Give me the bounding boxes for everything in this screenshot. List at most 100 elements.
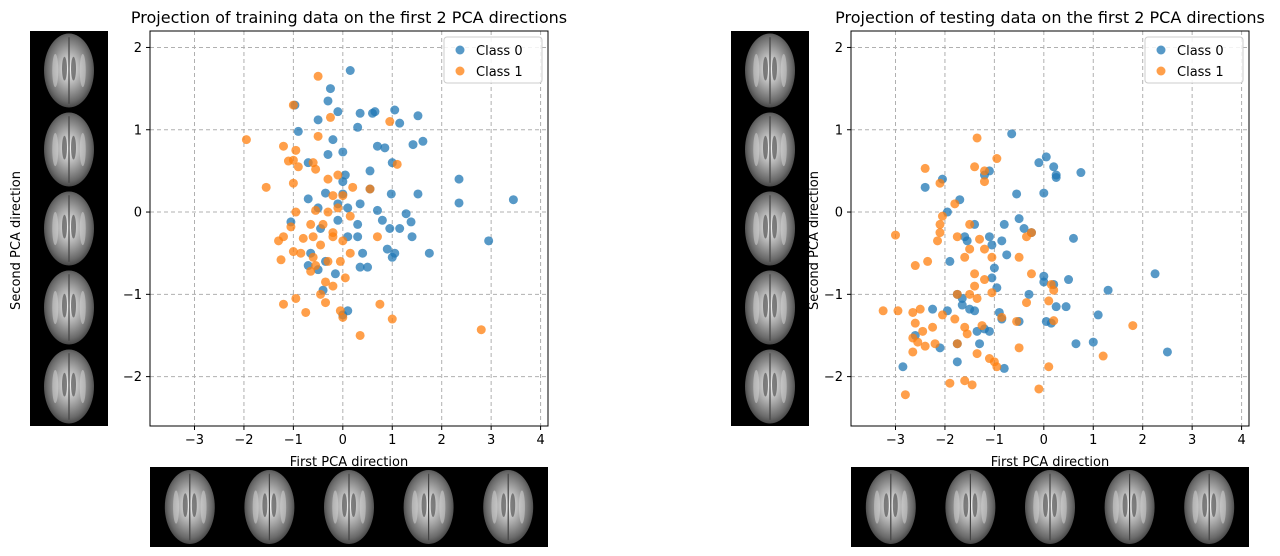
point-class-0 [313,115,323,125]
point-class-0 [989,263,999,273]
x-tick-label: 0 [339,433,347,448]
point-class-1 [328,191,338,201]
x-tick-label: 3 [1188,433,1196,448]
point-class-0 [385,224,395,233]
point-class-1 [1026,269,1036,279]
point-class-1 [933,236,943,246]
x-tick-label: −3 [886,433,905,448]
point-class-0 [395,118,405,128]
x-tick-label: −3 [185,433,204,448]
point-class-1 [348,182,358,192]
point-class-1 [355,330,365,340]
point-class-1 [340,273,350,283]
point-class-1 [987,288,997,298]
point-class-0 [390,105,400,115]
point-class-0 [401,209,411,219]
point-class-1 [979,244,989,254]
brain-slice-image [44,191,94,266]
point-class-0 [975,339,985,349]
brain-slice-image [244,470,295,544]
point-class-1 [306,266,316,276]
point-class-1 [323,256,333,266]
y-axis-label: Second PCA direction [807,171,822,310]
y-tick-label: −2 [824,370,843,385]
gridlines [851,31,1249,426]
point-class-1 [972,293,982,303]
point-class-1 [952,232,962,242]
point-class-0 [1039,188,1049,198]
plot-frame [850,30,1250,427]
point-class-1 [950,199,960,209]
point-class-0 [1007,129,1017,139]
point-class-1 [338,191,348,201]
point-class-0 [406,217,416,227]
point-class-0 [353,232,363,242]
point-class-1 [970,162,980,172]
point-class-0 [355,199,365,209]
point-class-0 [1051,302,1061,312]
y-tick-label: 0 [835,206,843,221]
point-class-1 [276,255,286,265]
point-class-0 [424,248,434,258]
point-class-0 [962,236,972,246]
point-class-0 [345,66,355,75]
point-class-1 [313,71,323,81]
point-class-1 [308,252,318,262]
point-class-1 [1022,298,1032,308]
brain-slices-horizontal-training [150,467,548,547]
point-class-1 [1012,316,1022,326]
point-class-1 [338,236,348,246]
point-class-1 [908,307,918,317]
point-class-0 [355,262,365,272]
point-class-0 [365,166,375,176]
y-tick-label: −2 [123,370,142,385]
point-class-0 [353,219,363,229]
point-class-1 [918,326,928,336]
point-class-0 [395,224,405,233]
point-class-1 [1034,384,1044,394]
point-class-1 [915,304,925,314]
training-scatter-plot: −3 −2 −1 0 1 2 3 4 −2 −1 0 1 2 Projection of trainin… [9,8,567,470]
y-axis-label: Second PCA direction [9,171,24,310]
point-class-1 [935,178,945,188]
legend: Class 0 Class 1 [1144,36,1244,84]
point-class-1 [311,164,321,174]
y-tick-label: −1 [824,288,843,303]
x-tick-label: 1 [1089,433,1097,448]
brain-slice-image [745,112,795,187]
legend-box [1144,36,1244,84]
point-class-0 [328,135,338,145]
point-class-0 [325,84,335,94]
point-class-1 [306,219,316,229]
point-class-1 [387,314,397,324]
point-class-0 [1041,152,1051,162]
point-class-0 [997,236,1007,246]
legend-label-class-0: Class 0 [476,44,523,59]
point-class-1 [928,322,938,332]
point-class-1 [987,252,997,262]
x-axis-label: First PCA direction [290,455,408,470]
brain-slice-image [44,33,94,108]
brain-slice-image [403,470,454,544]
point-class-0 [1051,172,1061,182]
x-tick-label: 0 [1040,433,1048,448]
point-class-0 [377,215,387,225]
point-class-1 [1014,343,1024,353]
point-class-0 [952,357,962,367]
point-class-0 [1162,347,1172,357]
data-points [878,129,1172,400]
point-class-1 [385,117,395,127]
point-class-1 [476,325,486,335]
point-class-1 [325,112,335,122]
point-class-0 [321,188,331,198]
point-class-0 [508,195,518,205]
point-class-1 [316,240,326,250]
point-class-0 [386,189,396,199]
point-class-0 [418,136,428,146]
brain-slice-image [745,191,795,266]
point-class-1 [965,244,975,254]
brain-slice-image [865,470,916,544]
chart-title: Projection of testing data on the first … [835,8,1265,27]
point-class-1 [878,306,888,316]
point-class-0 [372,141,382,151]
